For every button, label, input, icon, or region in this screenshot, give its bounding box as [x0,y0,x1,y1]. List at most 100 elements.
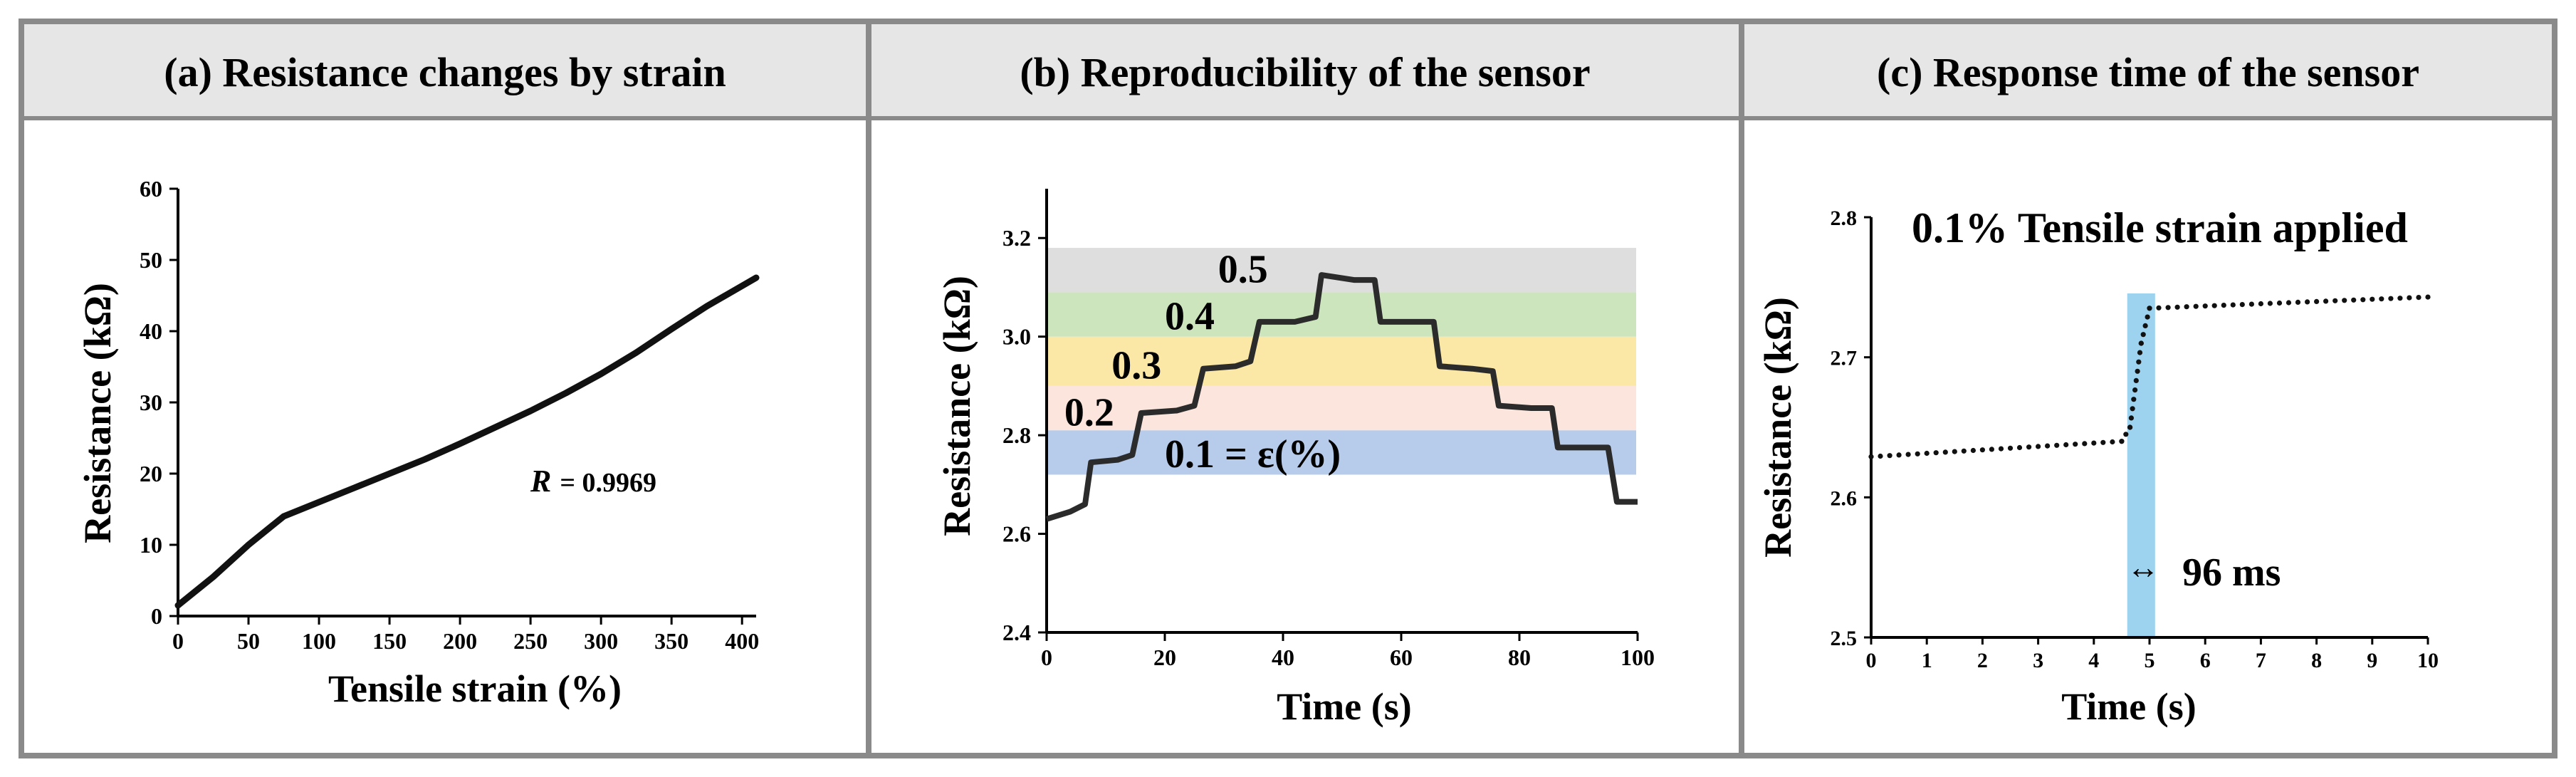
y-tick-label: 20 [140,461,162,486]
panel-a-x-axis-label: Tensile strain (%) [328,667,622,710]
response-data-point [2026,444,2032,450]
x-tick-label: 60 [1390,645,1413,670]
x-tick-label: 100 [1621,645,1655,670]
response-data-point [1896,452,1902,458]
panel-c-duration-arrow: ↔ [2127,549,2159,585]
response-data-point [2137,350,2143,355]
response-data-point [2239,302,2245,308]
response-data-point [1878,453,1883,459]
plot-b: 0 20 40 60 80 100 2.4 2.6 2.8 3.0 3.2 0.20.30.40.5 0… [1002,189,1655,670]
x-tick-label: 400 [725,628,759,654]
plot-a: 0 50 100 150 200 250 300 350 400 0 10 20 30 40 50 60 [140,176,760,654]
x-tick-label: 40 [1272,645,1294,670]
y-tick-label: 0 [151,603,162,629]
response-data-point [2110,439,2115,445]
response-data-point [2119,439,2125,444]
response-data-point [2131,397,2137,402]
response-data-point [1970,447,1976,454]
response-data-point [2127,424,2133,430]
response-data-point [2211,303,2217,308]
panel-b-header [869,21,1742,118]
response-data-point [2332,298,2338,303]
x-tick-label: 50 [237,628,260,654]
response-data-point [2407,295,2412,301]
response-data-point [2305,299,2310,305]
response-data-point [2054,442,2060,448]
x-tick-label: 20 [1153,645,1176,670]
response-data-point [2100,439,2106,445]
response-data-point [2276,300,2283,306]
response-data-point [2147,306,2152,311]
response-data-point [2360,297,2366,303]
response-data-point [1905,452,1911,457]
resistance-strain-line [174,274,760,609]
response-data-point [2202,303,2208,309]
panel-a-y-axis-label: Resistance (kΩ) [76,283,119,543]
response-data-point [1942,449,1948,455]
response-data-point [1915,451,1920,457]
response-data-point [1952,449,1957,454]
x-tick-label: 4 [2088,649,2099,672]
panel-b: (b) Reproducibility of the sensor 0 20 40 6… [866,19,1744,758]
y-tick-label: 10 [140,532,162,558]
y-tick-label: 2.4 [1002,620,1031,645]
response-data-point [2133,377,2139,384]
response-data-point [2140,332,2146,338]
response-data-point [2267,301,2273,306]
strain-step-label: 0.3 [1111,344,1161,388]
panel-c-title: (c) Response time of the sensor [1877,49,2419,95]
x-tick-label: 3 [2033,649,2043,672]
response-data-point [2193,303,2199,309]
y-tick-label: 40 [140,318,162,344]
response-data-point [2136,359,2142,365]
y-tick-label: 30 [140,390,162,415]
strain-level-band [1047,336,1636,386]
response-data-point [2248,301,2254,307]
response-data-point [2036,444,2041,449]
response-data-point [2073,442,2078,447]
response-data-point [2379,296,2384,302]
strain-step-label: 0.5 [1218,248,1268,292]
y-tick-label: 2.8 [1831,207,1858,230]
response-data-point [2165,305,2171,311]
response-data-point [2370,296,2375,302]
x-tick-label: 300 [584,628,618,654]
strain-level-band [1047,430,1636,475]
x-tick-label: 0 [1866,649,1877,672]
x-tick-label: 250 [513,628,548,654]
response-data-point [2156,305,2162,311]
response-data-point [2342,298,2347,303]
response-data-point [1887,453,1892,459]
y-tick-label: 2.7 [1831,347,1858,370]
response-data-point [2230,302,2236,308]
panel-c-strain-annotation: 0.1% Tensile strain applied [1912,204,2408,251]
response-data-point [2314,298,2320,304]
y-tick-label: 2.6 [1002,521,1031,547]
response-data-point [1961,448,1967,454]
response-data-point [2425,294,2431,300]
panel-b-x-axis-label: Time (s) [1277,685,1411,728]
response-data-point [2123,432,2129,437]
response-data-point [2142,323,2148,328]
panel-a-r-symbol: R [530,464,551,499]
x-tick-label: 0 [1041,645,1052,670]
response-data-point [1924,450,1930,457]
panel-b-title: (b) Reproducibility of the sensor [1020,49,1590,95]
response-data-point [2174,304,2180,310]
x-tick-label: 9 [2367,649,2377,672]
x-tick-label: 100 [302,628,336,654]
x-tick-label: 350 [654,628,688,654]
x-tick-label: 80 [1508,645,1531,670]
strain-legend-label: 0.1 = ε(%) [1165,432,1341,476]
x-tick-label: 8 [2311,649,2322,672]
response-data-point [1933,450,1939,456]
strain-step-label: 0.2 [1064,390,1114,434]
strain-level-band [1047,248,1636,293]
response-data-point [1998,446,2004,452]
response-data-point [2091,440,2097,446]
response-data-point [2016,444,2023,451]
strain-level-band [1047,292,1636,337]
x-tick-label: 0 [172,628,184,654]
response-data-point [2132,387,2138,393]
response-data-point [1868,454,1874,459]
